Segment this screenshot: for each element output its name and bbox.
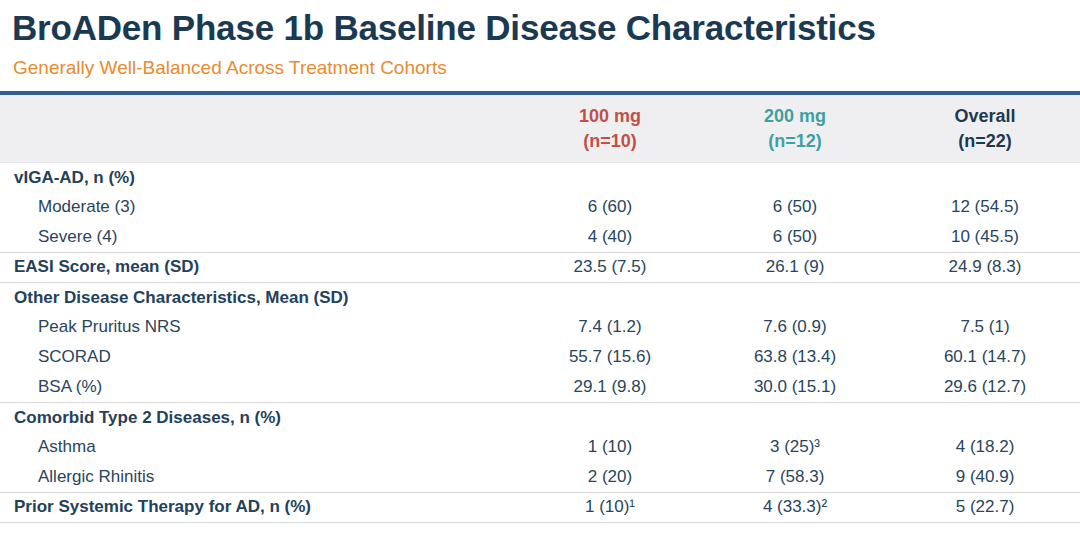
row-value [520,162,700,192]
header-cell-overall: Overall (n=22) [890,95,1080,162]
row-value: 6 (60) [520,192,700,222]
row-label: Severe (4) [0,222,520,252]
row-value [890,402,1080,432]
row-value: 4 (40) [520,222,700,252]
row-label: Allergic Rhinitis [0,462,520,492]
row-value: 3 (25)³ [700,432,890,462]
row-label: Peak Pruritus NRS [0,312,520,342]
cohort-label: Overall [890,104,1080,128]
row-value: 7 (58.3) [700,462,890,492]
row-value: 4 (33.3)² [700,492,890,522]
page-title: BroADen Phase 1b Baseline Disease Charac… [0,0,1080,48]
row-label: Comorbid Type 2 Diseases, n (%) [0,402,520,432]
row-value: 4 (18.2) [890,432,1080,462]
row-value [890,162,1080,192]
table-row: EASI Score, mean (SD)23.5 (7.5)26.1 (9)2… [0,252,1080,282]
row-label: Moderate (3) [0,192,520,222]
table-row: vIGA-AD, n (%) [0,162,1080,192]
slide: BroADen Phase 1b Baseline Disease Charac… [0,0,1080,543]
row-value: 63.8 (13.4) [700,342,890,372]
row-value: 24.9 (8.3) [890,252,1080,282]
row-value: 7.6 (0.9) [700,312,890,342]
row-label: vIGA-AD, n (%) [0,162,520,192]
table-header-row: 100 mg (n=10) 200 mg (n=12) Overall (n=2… [0,95,1080,162]
baseline-characteristics-table: 100 mg (n=10) 200 mg (n=12) Overall (n=2… [0,95,1080,523]
row-value [700,162,890,192]
table-row: Peak Pruritus NRS7.4 (1.2)7.6 (0.9)7.5 (… [0,312,1080,342]
page-subtitle: Generally Well-Balanced Across Treatment… [0,48,1080,79]
row-value [890,282,1080,312]
header-cell-empty [0,95,520,162]
row-value: 29.1 (9.8) [520,372,700,402]
row-value: 6 (50) [700,192,890,222]
table-row: Asthma1 (10)3 (25)³4 (18.2) [0,432,1080,462]
row-value [700,282,890,312]
header-cell-100mg: 100 mg (n=10) [520,95,700,162]
row-value: 6 (50) [700,222,890,252]
row-value: 5 (22.7) [890,492,1080,522]
table-row: Allergic Rhinitis2 (20)7 (58.3)9 (40.9) [0,462,1080,492]
row-value: 12 (54.5) [890,192,1080,222]
table-header: 100 mg (n=10) 200 mg (n=12) Overall (n=2… [0,95,1080,162]
table-row: BSA (%)29.1 (9.8)30.0 (15.1)29.6 (12.7) [0,372,1080,402]
row-value: 7.4 (1.2) [520,312,700,342]
row-label: Other Disease Characteristics, Mean (SD) [0,282,520,312]
row-value: 2 (20) [520,462,700,492]
table-row: Other Disease Characteristics, Mean (SD) [0,282,1080,312]
row-value: 1 (10) [520,432,700,462]
row-value: 1 (10)¹ [520,492,700,522]
row-value: 7.5 (1) [890,312,1080,342]
row-value: 9 (40.9) [890,462,1080,492]
table-row: Prior Systemic Therapy for AD, n (%)1 (1… [0,492,1080,522]
row-value [520,282,700,312]
cohort-label: 200 mg [700,104,890,128]
row-value [520,402,700,432]
cohort-n: (n=12) [700,129,890,153]
table-body: vIGA-AD, n (%)Moderate (3)6 (60)6 (50)12… [0,162,1080,522]
row-value: 60.1 (14.7) [890,342,1080,372]
row-value: 30.0 (15.1) [700,372,890,402]
row-label: SCORAD [0,342,520,372]
cohort-n: (n=10) [520,129,700,153]
row-value: 29.6 (12.7) [890,372,1080,402]
table-row: Moderate (3)6 (60)6 (50)12 (54.5) [0,192,1080,222]
cohort-n: (n=22) [890,129,1080,153]
row-value [700,402,890,432]
row-value: 26.1 (9) [700,252,890,282]
row-value: 23.5 (7.5) [520,252,700,282]
header-cell-200mg: 200 mg (n=12) [700,95,890,162]
row-label: EASI Score, mean (SD) [0,252,520,282]
row-value: 10 (45.5) [890,222,1080,252]
row-label: BSA (%) [0,372,520,402]
row-label: Asthma [0,432,520,462]
cohort-label: 100 mg [520,104,700,128]
row-label: Prior Systemic Therapy for AD, n (%) [0,492,520,522]
table-row: Severe (4)4 (40)6 (50)10 (45.5) [0,222,1080,252]
table-row: SCORAD55.7 (15.6)63.8 (13.4)60.1 (14.7) [0,342,1080,372]
row-value: 55.7 (15.6) [520,342,700,372]
table-row: Comorbid Type 2 Diseases, n (%) [0,402,1080,432]
